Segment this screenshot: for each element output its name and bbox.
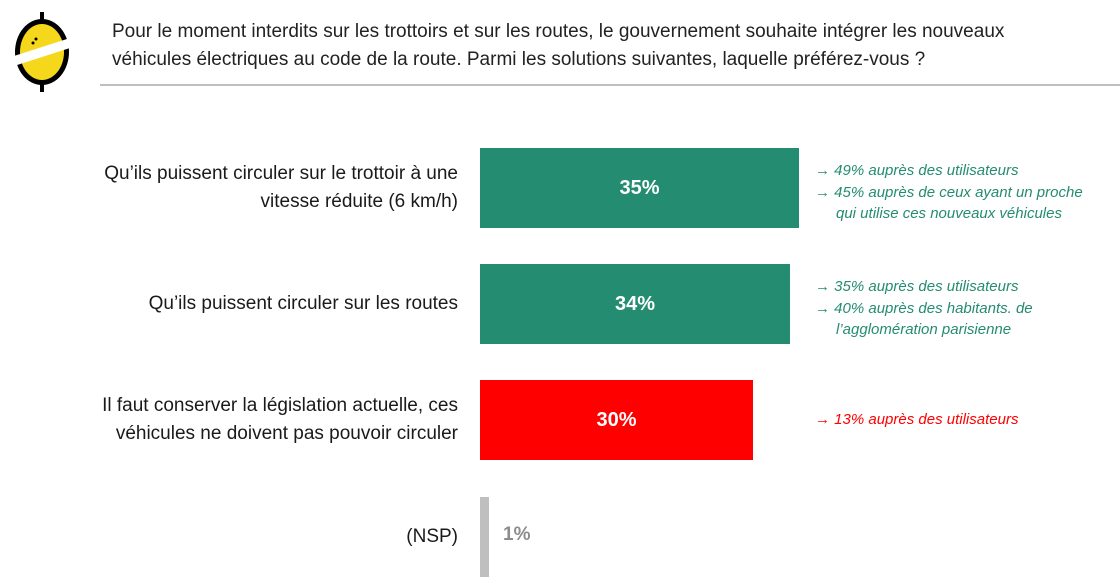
annotation-line: → 35% auprès des utilisateurs (815, 278, 1019, 295)
header-divider (100, 84, 1120, 86)
question-text: Pour le moment interdits sur les trottoi… (112, 18, 1112, 74)
bar-value-label: 34% (614, 292, 656, 315)
question-line-1: Pour le moment interdits sur les trottoi… (112, 21, 1005, 42)
bar: 34% (480, 264, 790, 344)
category-label: Qu’ils puissent circuler sur le trottoir… (38, 160, 458, 216)
bar-value-label: 1% (503, 524, 531, 545)
category-label-line: Qu’ils puissent circuler sur les routes (148, 293, 458, 314)
category-label-line: Il faut conserver la législation actuell… (102, 395, 458, 416)
question-line-2: véhicules électriques au code de la rout… (112, 49, 926, 70)
category-label-line: Qu’ils puissent circuler sur le trottoir… (104, 163, 458, 184)
annotation-line: l’agglomération parisienne (836, 321, 1012, 338)
category-label-line: vitesse réduite (6 km/h) (260, 191, 458, 212)
category-label: (NSP) (38, 523, 458, 551)
annotation-line: → 13% auprès des utilisateurs (815, 411, 1019, 428)
bar: 30% (480, 380, 753, 460)
category-label: Qu’ils puissent circuler sur les routes (38, 290, 458, 318)
annotation-line: qui utilise ces nouveaux véhicules (836, 205, 1062, 222)
annotation-line: → 49% auprès des utilisateurs (815, 162, 1019, 179)
annotation-line: → 45% auprès de ceux ayant un proche (815, 183, 1083, 201)
bar-annotation: → 49% auprès des utilisateurs → 45% auprè… (815, 160, 1083, 225)
annotation-line: → 40% auprès des habitants. de (815, 299, 1033, 317)
bar-annotation: → 35% auprès des utilisateurs → 40% auprè… (815, 276, 1033, 341)
logo-icon (14, 12, 70, 92)
bar-value-label: 30% (596, 408, 637, 431)
bar (480, 497, 489, 577)
bar-annotation: → 13% auprès des utilisateurs (815, 409, 1018, 431)
category-label-line: véhicules ne doivent pas pouvoir circule… (115, 423, 458, 444)
category-label-line: (NSP) (406, 526, 458, 547)
bar: 35% (480, 148, 799, 228)
category-label: Il faut conserver la législation actuell… (38, 392, 458, 448)
bar-value-label: 35% (619, 176, 660, 199)
